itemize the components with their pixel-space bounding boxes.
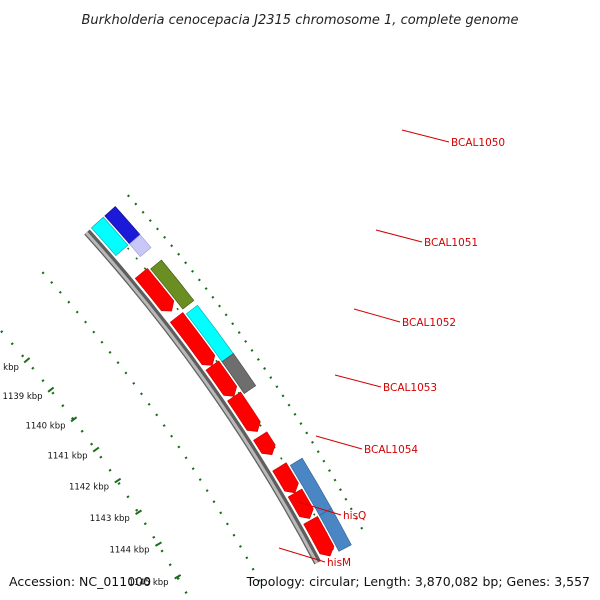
- gene-bcal1052-block: [221, 353, 257, 395]
- forward-gene-arrow: [169, 312, 216, 366]
- ruler-label: 1140 kbp: [25, 422, 65, 432]
- gene-label: BCAL1050: [451, 137, 505, 149]
- forward-gene-arrow: [205, 360, 238, 397]
- ruler-tick: [135, 509, 143, 515]
- outer-dotted-ring: [126, 194, 368, 538]
- top-gene-cyan: [90, 216, 129, 257]
- ruler-tick: [47, 386, 55, 393]
- accession-text: Accession: NC_011000: [9, 574, 151, 589]
- ruler-tick: [23, 357, 31, 364]
- ruler-label: 1143 kbp: [90, 514, 130, 524]
- ruler-label: 1139 kbp: [3, 392, 43, 402]
- forward-gene-arrow: [287, 488, 314, 519]
- ruler-tick: [174, 574, 182, 580]
- ruler-label: 1141 kbp: [47, 452, 87, 462]
- gene-leader-line: [401, 129, 450, 143]
- gene-label: hisQ: [343, 510, 366, 522]
- gene-leader-line: [334, 374, 382, 388]
- ruler-tick: [92, 446, 100, 453]
- gene-leader-line: [375, 229, 423, 243]
- gene-leader-line: [353, 308, 401, 323]
- map-title: Burkholderia cenocepacia J2315 chromosom…: [81, 13, 518, 28]
- ruler-label: 1138 kbp: [0, 363, 19, 373]
- gene-label: BCAL1053: [383, 382, 437, 394]
- ruler-label: 1145 kbp: [129, 578, 169, 588]
- forward-gene-arrow: [303, 515, 335, 557]
- inner-dotted-ring: [41, 271, 266, 592]
- ruler-tick: [154, 541, 163, 547]
- ruler-tick: [114, 477, 122, 484]
- ruler-tick: [70, 416, 78, 423]
- ruler-label: 1144 kbp: [109, 546, 149, 556]
- forward-gene-arrow: [134, 267, 175, 312]
- gene-leader-line: [315, 435, 363, 450]
- forward-gene-arrow: [253, 431, 276, 456]
- gene-label: hisM: [327, 557, 351, 569]
- genome-summary-text: Topology: circular; Length: 3,870,082 bp…: [246, 574, 590, 589]
- gene-label: BCAL1052: [402, 317, 456, 329]
- gene-bcal1050-block: [150, 259, 195, 310]
- gene-label: BCAL1054: [364, 444, 418, 456]
- gene-leader-line: [278, 547, 326, 563]
- ruler-dotted-ring: [0, 328, 192, 600]
- backbone-highlight: [85, 231, 319, 564]
- gene-his-block-2: [318, 508, 352, 552]
- ruler-label: 1142 kbp: [69, 483, 109, 493]
- forward-gene-arrow: [272, 462, 299, 494]
- gene-leader-line: [294, 500, 342, 516]
- top-gene-lavender: [129, 234, 152, 258]
- forward-gene-arrow: [227, 391, 261, 432]
- gene-label: BCAL1051: [424, 237, 478, 249]
